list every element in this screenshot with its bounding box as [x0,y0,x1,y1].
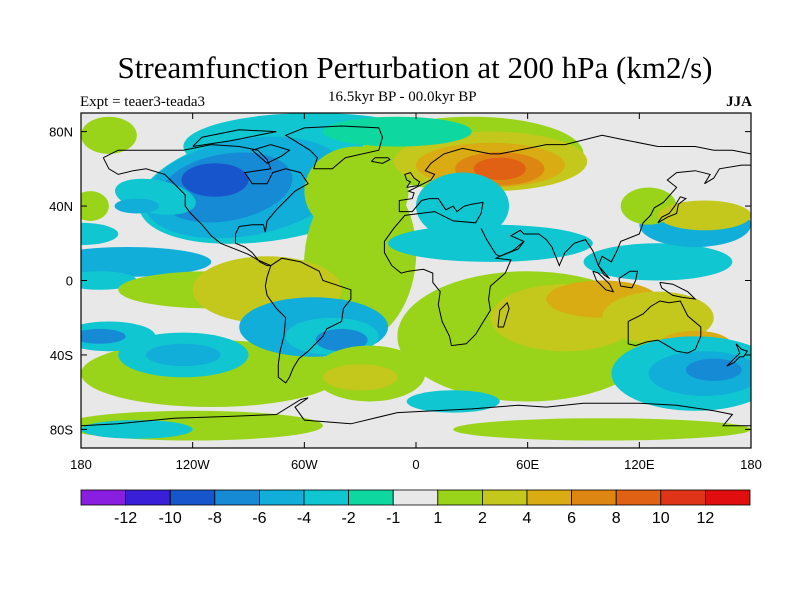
x-tick-label: 120W [176,457,211,472]
x-tick-label: 180 [70,457,92,472]
colorbar-swatch [258,489,305,506]
colorbar-swatch [169,489,216,506]
y-tick-label: 0 [66,274,73,289]
contour-region [388,224,593,262]
contour-region [81,328,126,344]
coastline-new-guinea [659,281,697,300]
experiment-label: Expt = teaer3-teada3 [80,94,206,110]
contour-region [146,343,221,367]
y-tick-label: 80S [50,422,73,437]
season-label: JJA [726,94,752,110]
colorbar-swatch [526,489,572,506]
coastline-madagascar [497,301,510,328]
colorbar-swatch [705,489,751,506]
contour-region [453,418,751,441]
colorbar-swatch [437,489,483,506]
colorbar-label: -2 [341,510,355,527]
colorbar-label: -10 [159,510,182,527]
contour-region [416,172,510,240]
contour-region [322,364,398,391]
contour-region [81,191,109,221]
colorbar-label: 8 [612,510,621,527]
contour-region [473,157,526,180]
x-tick-label: 180 [740,457,762,472]
colorbar-swatch [125,489,171,506]
contour-region [81,222,119,246]
contour-region [583,243,733,281]
coastline-antarctica [81,397,751,427]
colorbar-label: -8 [208,510,222,527]
colorbar-label: 10 [652,510,670,527]
coastline-iceland [370,157,391,164]
contour-region [81,420,193,439]
colorbar-swatch [615,489,662,506]
colorbar-swatch [80,489,126,506]
y-tick-label: 40N [49,199,73,214]
coastline-sumatra [592,270,615,293]
coastline-baffin [251,144,291,164]
colorbar-swatch [660,489,706,506]
coastline-borneo [618,270,639,289]
colorbar-label: 4 [523,510,532,527]
colorbar-swatch [214,489,260,506]
colorbar-label: -4 [297,510,311,527]
x-tick-label: 60W [291,457,318,472]
contour-region [657,200,751,231]
colorbar-label: 12 [697,510,715,527]
coastline-north-america [102,144,309,267]
contour-region [181,163,249,197]
contour-region [322,116,472,147]
colorbar-swatch [303,489,349,506]
x-tick-label: 120E [624,457,655,472]
coastline-japan [657,196,687,224]
contour-region [81,116,137,154]
colorbar-label: 2 [478,510,487,527]
coastline-arabia-gap [480,228,525,257]
chart-title: Streamfunction Perturbation at 200 hPa (… [117,50,713,85]
colorbar-swatch [392,489,439,506]
contour-region [81,247,212,277]
x-tick-label: 0 [412,457,419,472]
coastline-arctic-isles [192,129,277,147]
colorbar-swatch [571,489,617,506]
colorbar-label: -6 [252,510,266,527]
contour-region [315,328,368,352]
chart-subtitle: 16.5kyr BP - 00.0kyr BP [328,89,477,105]
y-tick-label: 40S [50,348,73,363]
coastline-australia [627,300,702,354]
colorbar-label: -1 [386,510,400,527]
colorbar-label: 1 [433,510,442,527]
coastline-new-zealand [726,343,749,367]
x-tick-label: 60E [516,457,539,472]
contour-region [114,198,160,214]
contour-region [685,358,742,382]
colorbar-label: 6 [567,510,576,527]
y-tick-label: 80N [49,125,73,140]
colorbar-label: -12 [114,510,137,527]
colorbar-swatch [348,489,394,506]
colorbar-swatch [481,489,528,506]
contour-region [406,390,500,413]
coastline-south-america [264,257,352,384]
contour-region [602,291,714,344]
coastline-uk [404,172,421,188]
coastline-greenland [284,125,384,170]
coastline-africa-eurasia [383,134,751,347]
